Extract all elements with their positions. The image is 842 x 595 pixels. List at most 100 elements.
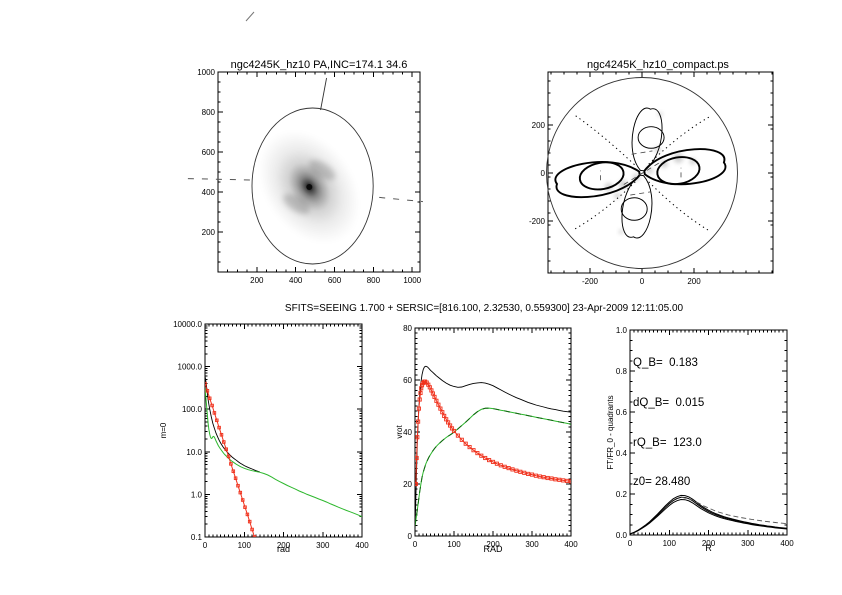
- series-group: [630, 494, 787, 535]
- galaxy-core: [306, 184, 313, 190]
- boundary-circle: [546, 77, 738, 269]
- y-tick-label: 0.6: [616, 408, 628, 417]
- marker-square: [463, 441, 468, 446]
- param-rqb: rQ_B= 123.0: [633, 436, 702, 449]
- marker-square: [205, 389, 210, 393]
- marker-square: [514, 468, 519, 473]
- axis-box: [204, 323, 363, 538]
- marker-square: [561, 478, 566, 483]
- y-tick-label: 1.0: [616, 326, 628, 335]
- y-tick-label: -200: [529, 217, 546, 226]
- series-group: [415, 365, 571, 531]
- y-tick-label: 200: [202, 228, 216, 237]
- x-tick-label: 100: [663, 539, 677, 548]
- marker-square: [490, 459, 496, 464]
- panel-rotation-curve: 0 100 200 300 400 0 20 40 60 80 RAD vrot: [395, 324, 578, 554]
- series-quadrant-dashed: [680, 496, 787, 525]
- marker-square: [236, 483, 240, 488]
- y-tick-label: 1.0: [191, 490, 203, 499]
- negative-contour-dash: [631, 150, 653, 155]
- x-tick-label: 800: [367, 276, 381, 285]
- contour-lobe: [621, 174, 653, 239]
- y-tick-label: 40: [403, 428, 412, 437]
- y-tick-label: 400: [202, 188, 216, 197]
- marker-square: [518, 469, 523, 474]
- marker-square: [233, 476, 238, 480]
- pa-line: [320, 77, 328, 111]
- marker-square: [440, 410, 445, 415]
- residual-speckle: [646, 167, 654, 174]
- marker-square: [240, 498, 245, 502]
- x-tick-label: 200: [277, 541, 291, 550]
- marker-square: [212, 411, 217, 415]
- y-tick-label: 60: [403, 376, 412, 385]
- residual-speckle: [618, 229, 624, 235]
- marker-square: [459, 437, 464, 442]
- spiral-arm: [309, 160, 336, 180]
- marker-square: [455, 433, 460, 438]
- y-tick-label: 0.0: [616, 531, 628, 540]
- y-tick-label: 10000.0: [173, 320, 202, 329]
- series-quadrant-strength: [630, 498, 787, 535]
- zero-contour-dotted: [574, 114, 635, 166]
- param-dqb: dQ_B= 0.015: [633, 397, 705, 410]
- x-tick-label: 0: [203, 541, 208, 550]
- marker-square: [526, 471, 531, 476]
- marker-square: [217, 425, 221, 430]
- marker-square: [229, 462, 233, 466]
- marker-square: [219, 433, 224, 437]
- marker-square: [510, 467, 515, 472]
- param-qb: Q_B= 0.183: [633, 357, 698, 370]
- x-tick-label: 300: [316, 541, 330, 550]
- x-tick-label: 400: [289, 276, 303, 285]
- pa-dash-line: [379, 196, 423, 203]
- param-z0: z0= 28.480: [633, 476, 691, 489]
- series-quadrant-strength: [630, 494, 787, 535]
- series-model-total: [205, 376, 261, 473]
- y-axis-label: FT/FR_0 - quadrants: [606, 395, 615, 469]
- residual-speckle: [614, 192, 621, 199]
- marker-square: [434, 398, 439, 403]
- x-tick-label: 200: [486, 540, 500, 549]
- panel-compact-contours: -200 0 200 -200 0 200: [529, 71, 774, 286]
- x-tick-label: 300: [741, 539, 755, 548]
- y-tick-label: 200: [532, 121, 546, 130]
- galaxy-image-title: ngc4245K_hz10 PA,INC=174.1 34.6: [230, 59, 408, 71]
- marker-square: [252, 535, 257, 537]
- x-tick-label: 400: [355, 541, 369, 550]
- x-tick-label: 600: [328, 276, 342, 285]
- y-tick-label: 0.4: [616, 449, 628, 458]
- marker-square: [226, 454, 231, 459]
- x-axis-label: R: [705, 543, 712, 553]
- marker-square: [557, 477, 562, 482]
- marker-square: [210, 403, 214, 408]
- series-vrot-disk: [415, 407, 571, 526]
- marker-square: [205, 381, 207, 386]
- negative-contour-dash: [630, 191, 652, 196]
- marker-square: [553, 477, 558, 482]
- marker-square: [245, 512, 250, 517]
- marker-square: [415, 481, 418, 487]
- y-tick-label: 0: [541, 169, 546, 178]
- y-tick-label: 0.2: [616, 490, 628, 499]
- panel-radial-profile: 0 100 200 300 400 0.1 1.0 10.0 100.0 1000.0 10000.…: [159, 320, 369, 554]
- marker-square: [215, 418, 219, 423]
- series-vrot-total: [415, 365, 571, 531]
- contour-inner: [620, 197, 648, 221]
- axis-box: [414, 327, 572, 537]
- marker-square: [498, 463, 503, 468]
- y-axis-label: m=0: [159, 422, 168, 438]
- marker-square: [238, 490, 243, 495]
- marker-square: [549, 476, 554, 481]
- y-tick-label: 1000.0: [178, 363, 203, 372]
- x-tick-label: 100: [238, 541, 252, 550]
- marker-square: [415, 455, 419, 461]
- zero-contour-dotted: [573, 181, 636, 230]
- marker-square: [502, 464, 507, 469]
- marker-square: [541, 475, 546, 480]
- series-group: [205, 376, 362, 537]
- marker-square: [483, 455, 488, 461]
- marker-square: [494, 461, 499, 466]
- y-tick-label: 100.0: [182, 405, 203, 414]
